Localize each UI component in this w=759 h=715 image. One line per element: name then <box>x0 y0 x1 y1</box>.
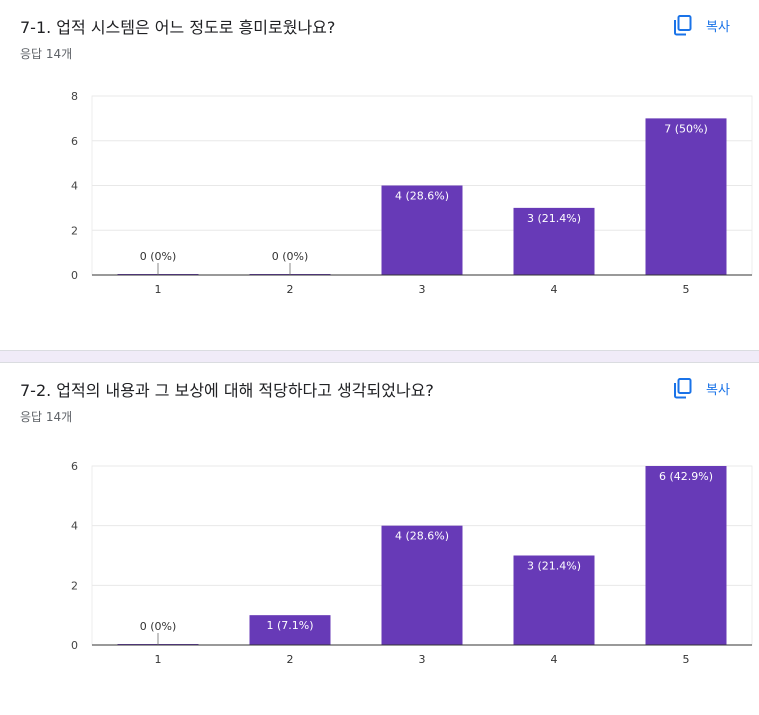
data-label: 7 (50%) <box>664 122 708 135</box>
data-label: 3 (21.4%) <box>527 560 581 573</box>
question-card-7-2: 7-2. 업적의 내용과 그 보상에 대해 적당하다고 생각되었나요? 응답 1… <box>0 363 759 715</box>
x-tick-label: 2 <box>287 283 294 296</box>
y-tick-label: 4 <box>71 520 78 533</box>
y-tick-label: 0 <box>71 269 78 282</box>
x-tick-label: 1 <box>155 653 162 666</box>
x-tick-label: 3 <box>419 653 426 666</box>
data-label: 4 (28.6%) <box>395 530 449 543</box>
data-label: 0 (0%) <box>140 250 177 263</box>
y-tick-label: 2 <box>71 579 78 592</box>
x-tick-label: 4 <box>551 653 558 666</box>
y-tick-label: 6 <box>71 135 78 148</box>
x-tick-label: 5 <box>683 653 690 666</box>
section-divider <box>0 350 759 363</box>
data-label: 1 (7.1%) <box>266 619 313 632</box>
x-tick-label: 5 <box>683 283 690 296</box>
copy-chart-button[interactable]: 복사 <box>672 10 730 40</box>
bar <box>645 118 727 275</box>
x-tick-label: 2 <box>287 653 294 666</box>
bar <box>645 466 727 645</box>
copy-chart-button[interactable]: 복사 <box>672 373 730 403</box>
data-label: 0 (0%) <box>140 620 177 633</box>
copy-icon <box>672 14 694 36</box>
bar-chart-svg: 0 2 4 6 8 0 (0%) 1 0 (0%) 2 4 (28.6%) 3 3 (21.4%) 4 7… <box>71 90 753 296</box>
y-tick-label: 6 <box>71 460 78 473</box>
x-tick-label: 3 <box>419 283 426 296</box>
copy-label: 복사 <box>706 19 730 35</box>
y-tick-label: 4 <box>71 180 78 193</box>
y-tick-label: 0 <box>71 639 78 652</box>
bar-chart: 0 2 4 6 8 0 (0%) 1 0 (0%) 2 4 (28.6%) 3 3 (21.4%) 4 7… <box>0 88 759 303</box>
bar-chart-svg: 0 2 4 6 0 (0%) 1 1 (7.1%) 2 4 (28.6%) 3 3 (21.4%) 4… <box>71 460 753 666</box>
copy-icon <box>672 377 694 399</box>
bar <box>381 525 463 645</box>
y-tick-label: 2 <box>71 224 78 237</box>
question-title: 7-2. 업적의 내용과 그 보상에 대해 적당하다고 생각되었나요? <box>20 381 434 400</box>
data-label: 0 (0%) <box>272 250 309 263</box>
x-tick-label: 4 <box>551 283 558 296</box>
response-count: 응답 14개 <box>20 410 73 424</box>
bar <box>513 555 595 645</box>
data-label: 6 (42.9%) <box>659 470 713 483</box>
x-tick-label: 1 <box>155 283 162 296</box>
y-tick-label: 8 <box>71 90 78 103</box>
bar-chart: 0 2 4 6 0 (0%) 1 1 (7.1%) 2 4 (28.6%) 3 3 (21.4%) 4… <box>0 458 759 673</box>
response-count: 응답 14개 <box>20 47 73 61</box>
bar <box>249 615 331 645</box>
question-card-7-1: 7-1. 업적 시스템은 어느 정도로 흥미로웠나요? 응답 14개 복사 0 2… <box>0 0 759 350</box>
data-label: 3 (21.4%) <box>527 212 581 225</box>
bar <box>381 185 463 275</box>
bar <box>513 207 595 275</box>
data-label: 4 (28.6%) <box>395 190 449 203</box>
question-title: 7-1. 업적 시스템은 어느 정도로 흥미로웠나요? <box>20 18 336 37</box>
copy-label: 복사 <box>706 382 730 398</box>
